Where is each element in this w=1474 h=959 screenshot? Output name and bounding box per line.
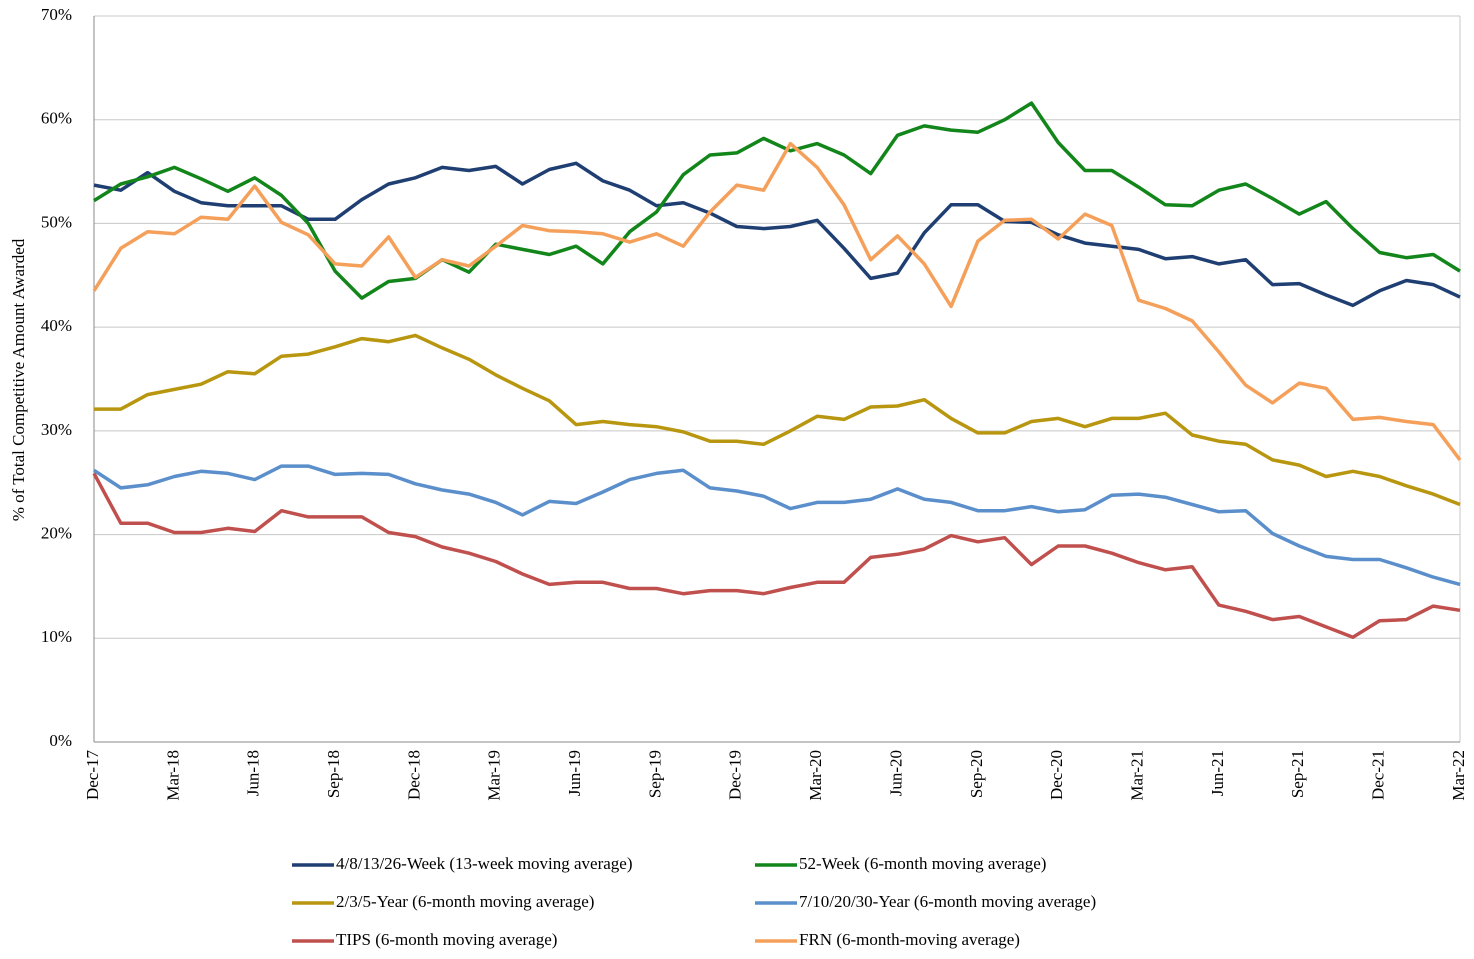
y-tick-label: 10%	[41, 627, 72, 646]
legend-label: 4/8/13/26-Week (13-week moving average)	[336, 854, 633, 873]
y-tick-label: 20%	[41, 523, 72, 542]
x-tick-label: Sep-18	[324, 750, 343, 798]
x-tick-label: Jun-21	[1208, 750, 1227, 796]
y-tick-label: 0%	[49, 731, 72, 750]
x-tick-label: Sep-20	[967, 750, 986, 798]
x-tick-label: Mar-18	[163, 750, 182, 801]
y-tick-label: 30%	[41, 420, 72, 439]
x-tick-label: Mar-19	[485, 750, 504, 801]
legend-label: TIPS (6-month moving average)	[336, 930, 557, 949]
legend-label: FRN (6-month-moving average)	[799, 930, 1020, 949]
x-tick-label: Dec-17	[83, 750, 102, 801]
y-tick-label: 40%	[41, 316, 72, 335]
y-tick-label: 70%	[41, 5, 72, 24]
series-line	[92, 472, 1461, 639]
x-tick-label: Jun-20	[886, 750, 905, 796]
y-tick-label: 60%	[41, 109, 72, 128]
series-line	[94, 333, 1461, 507]
x-tick-label: Jun-18	[244, 750, 263, 796]
legend-label: 52-Week (6-month moving average)	[799, 854, 1046, 873]
legend-label: 7/10/20/30-Year (6-month moving average)	[799, 892, 1096, 911]
x-tick-label: Dec-20	[1047, 750, 1066, 800]
series-line	[93, 161, 1461, 308]
x-tick-label: Dec-21	[1369, 750, 1388, 800]
x-tick-label: Sep-21	[1288, 750, 1307, 798]
x-tick-label: Jun-19	[565, 750, 584, 796]
legend-label: 2/3/5-Year (6-month moving average)	[336, 892, 594, 911]
x-tick-label: Mar-21	[1127, 750, 1146, 801]
series-line	[92, 141, 1462, 461]
x-tick-label: Dec-19	[726, 750, 745, 800]
y-tick-label: 50%	[41, 212, 72, 231]
x-tick-label: Mar-20	[806, 750, 825, 801]
x-tick-label: Mar-22	[1449, 750, 1468, 801]
x-tick-label: Dec-18	[404, 750, 423, 800]
series-line	[93, 464, 1461, 587]
y-axis-label: % of Total Competitive Amount Awarded	[9, 238, 28, 521]
x-tick-label: Sep-19	[645, 750, 664, 798]
